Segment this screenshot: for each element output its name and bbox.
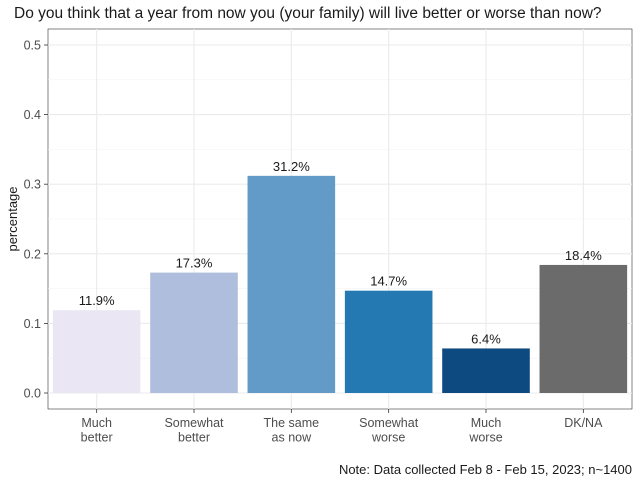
- x-axis: Much better Somewhat better The same as now So…: [81, 409, 603, 445]
- bar-value-label: 17.3%: [176, 256, 213, 271]
- chart-note: Note: Data collected Feb 8 - Feb 15, 202…: [338, 462, 632, 477]
- bar: [150, 272, 238, 393]
- bar: [442, 348, 530, 393]
- y-axis-title: percentage: [5, 186, 20, 251]
- bar-value-label: 31.2%: [273, 159, 310, 174]
- bar-value-label: 14.7%: [370, 274, 407, 289]
- bar: [52, 310, 141, 393]
- x-tick-label: Somewhat worse: [359, 416, 419, 445]
- bar-value-labels: 11.9% 17.3% 31.2% 14.7% 6.4% 18.4%: [79, 159, 602, 347]
- bar: [539, 264, 628, 393]
- x-tick-label: Somewhat better: [164, 416, 224, 445]
- bar-value-label: 18.4%: [565, 248, 602, 263]
- y-tick-label: 0.1: [24, 317, 41, 331]
- bars: [52, 175, 628, 393]
- y-tick-label: 0.2: [24, 247, 41, 261]
- y-axis: 0.0 0.1 0.2 0.3 0.4 0.5: [24, 39, 48, 401]
- x-tick-label: Much better: [81, 416, 113, 445]
- bar-value-label: 11.9%: [79, 293, 115, 308]
- bar-value-label: 6.4%: [471, 331, 501, 346]
- y-tick-label: 0.0: [24, 387, 41, 401]
- bar: [344, 290, 433, 393]
- x-tick-label: Much worse: [468, 416, 502, 445]
- chart-title: Do you think that a year from now you (y…: [14, 5, 602, 22]
- y-tick-label: 0.4: [24, 108, 41, 122]
- x-tick-label: DK/NA: [564, 416, 603, 430]
- bar: [247, 175, 336, 393]
- y-tick-label: 0.5: [24, 39, 41, 53]
- y-tick-label: 0.3: [24, 178, 41, 192]
- x-tick-label: The same as now: [264, 416, 320, 445]
